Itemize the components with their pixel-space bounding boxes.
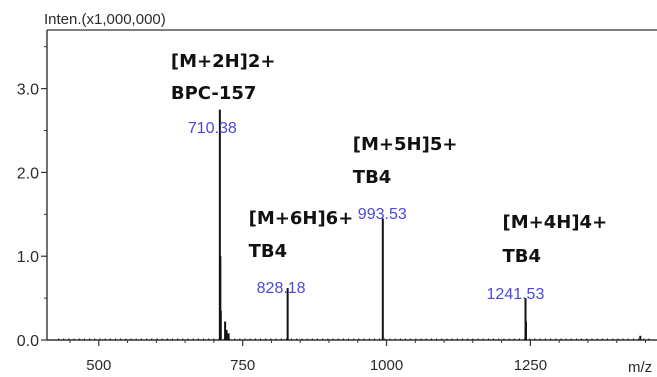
mz-value-label: 828.18 <box>257 280 306 297</box>
annotations: [M+2H]2+ BPC-157 710.38 [M+6H]6+ TB4 828.18 [M… <box>171 51 607 303</box>
axes: Inten.(x1,000,000) m/z 0.0 1.0 2.0 3.0 500 750 1… <box>17 11 657 376</box>
compound-label: TB4 <box>249 241 288 262</box>
compound-label: TB4 <box>503 246 542 267</box>
y-tick-label: 2.0 <box>17 165 39 182</box>
y-tick-label: 3.0 <box>17 82 39 99</box>
x-tick-label: 750 <box>230 357 255 374</box>
y-tick-label: 0.0 <box>17 333 39 350</box>
x-axis-title: m/z <box>628 359 652 376</box>
ion-label: [M+4H]4+ <box>503 212 608 233</box>
x-tick-label: 500 <box>86 357 111 374</box>
x-tick-label: 1250 <box>514 357 547 374</box>
ion-label: [M+5H]5+ <box>353 134 458 155</box>
mz-value-label: 710.38 <box>188 120 237 137</box>
peaks <box>58 109 650 340</box>
y-tick-label: 1.0 <box>17 249 39 266</box>
ion-label: [M+6H]6+ <box>249 208 354 229</box>
x-tick-label: 1000 <box>370 357 403 374</box>
compound-label: BPC-157 <box>171 83 257 104</box>
ion-label: [M+2H]2+ <box>171 51 276 72</box>
y-axis-title: Inten.(x1,000,000) <box>44 11 166 28</box>
compound-label: TB4 <box>353 167 392 188</box>
mz-value-label: 993.53 <box>358 206 407 223</box>
mz-value-label: 1241.53 <box>487 286 545 303</box>
